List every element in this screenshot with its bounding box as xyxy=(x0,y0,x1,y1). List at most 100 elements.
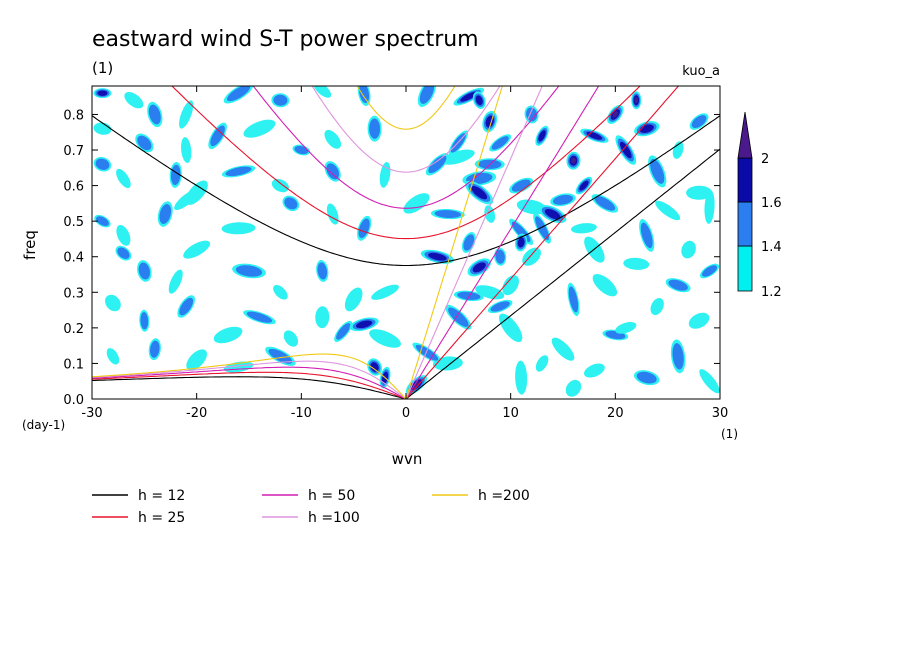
power-contour-level xyxy=(313,86,332,98)
power-blob xyxy=(615,135,637,165)
power-blob xyxy=(631,91,642,110)
y-tick-label: 0.2 xyxy=(63,322,84,337)
x-tick-label: 30 xyxy=(712,406,729,421)
power-contour-level xyxy=(535,216,550,241)
power-blob xyxy=(607,104,624,124)
power-blob xyxy=(186,349,208,371)
y-tick-label: 0.3 xyxy=(63,286,84,301)
power-contour-level xyxy=(124,92,144,109)
power-contour-level xyxy=(448,307,469,327)
power-blob xyxy=(699,263,720,279)
power-contour-level xyxy=(551,337,575,361)
power-blob xyxy=(168,269,183,294)
power-blob xyxy=(208,122,227,150)
colorbar-label: 1.4 xyxy=(761,240,782,255)
power-blob xyxy=(213,326,243,344)
power-blob xyxy=(105,294,121,312)
power-blob xyxy=(686,185,713,200)
power-blob xyxy=(484,205,496,223)
gravity-curve-h50 xyxy=(252,86,560,209)
power-blob xyxy=(591,194,619,213)
power-contour-level xyxy=(221,222,256,235)
kelvin-curve-h25 xyxy=(405,86,680,399)
title-unit: (1) xyxy=(92,59,113,77)
x-tick-label: -10 xyxy=(291,406,312,421)
power-contour-level xyxy=(271,178,289,193)
power-blob xyxy=(575,176,593,195)
x-tick-label: 10 xyxy=(502,406,519,421)
power-blob xyxy=(369,329,401,348)
power-blob xyxy=(509,177,534,194)
y-tick-label: 0.4 xyxy=(63,251,84,266)
power-contour-level xyxy=(284,197,298,210)
power-blob xyxy=(148,338,161,361)
x-tick-label: -20 xyxy=(186,406,207,421)
colorbar-swatch xyxy=(737,201,753,247)
power-contour-level xyxy=(623,257,650,270)
power-blob xyxy=(634,370,660,386)
power-contour-level xyxy=(116,168,131,189)
power-blob xyxy=(592,274,618,297)
power-contour-level xyxy=(511,179,531,192)
power-blob xyxy=(475,285,505,300)
power-contour-level xyxy=(650,158,665,184)
power-contour-level xyxy=(326,163,340,180)
power-contour-level xyxy=(471,186,488,200)
power-blob xyxy=(648,155,667,188)
colorbar-swatch xyxy=(737,157,753,203)
power-blob xyxy=(681,240,696,259)
power-contour-level xyxy=(227,86,251,102)
power-blob xyxy=(137,260,152,282)
gravity-curve-h100 xyxy=(311,86,501,173)
legend-label: h =200 xyxy=(478,488,530,504)
power-blob xyxy=(502,275,519,296)
power-contour-level xyxy=(495,249,505,264)
colorbar-label: 1.2 xyxy=(761,285,782,300)
power-blob xyxy=(489,134,512,152)
y-tick-label: 0.6 xyxy=(63,180,84,195)
y-tick-label: 0.1 xyxy=(63,357,84,372)
power-contour-level xyxy=(592,274,618,297)
colorbar: 1.2 1.4 1.6 2 xyxy=(737,111,782,300)
power-blob xyxy=(655,200,681,221)
power-blob xyxy=(639,219,655,252)
y-unit-label: (day-1) xyxy=(22,418,65,432)
power-contour-level xyxy=(174,189,199,211)
power-contour-level xyxy=(428,155,447,174)
kelvin-curve-h12 xyxy=(405,148,720,399)
power-contour-level xyxy=(686,185,713,200)
power-contour-level xyxy=(273,94,288,106)
power-blob xyxy=(522,247,541,266)
power-contour-level xyxy=(336,323,351,340)
power-blob xyxy=(221,222,256,235)
power-contour-level xyxy=(571,157,576,164)
power-contour-level xyxy=(213,326,243,344)
power-contour-level xyxy=(544,208,561,220)
power-contour-level xyxy=(475,95,483,106)
power-blob xyxy=(292,144,311,156)
y-tick-label: 0.5 xyxy=(63,215,84,230)
legend-label: h = 12 xyxy=(138,488,185,504)
power-contour-level xyxy=(419,86,435,104)
power-contour-level xyxy=(681,240,696,259)
chart-title: eastward wind S-T power spectrum xyxy=(92,27,479,52)
power-blob xyxy=(650,297,664,316)
legend-label: h = 25 xyxy=(138,510,185,526)
power-contour-level xyxy=(568,286,579,313)
power-contour-level xyxy=(273,285,288,300)
x-unit-label: (1) xyxy=(721,427,738,441)
x-tick-label: 20 xyxy=(607,406,624,421)
power-contour-level xyxy=(441,149,475,165)
power-contour-level xyxy=(640,222,653,249)
power-blob xyxy=(357,215,372,241)
power-contour-level xyxy=(140,312,149,330)
power-blob xyxy=(565,379,582,397)
power-contour-level xyxy=(403,193,430,214)
dispersion-curves xyxy=(92,86,720,399)
power-contour-level xyxy=(463,234,475,251)
power-blob xyxy=(221,165,256,178)
power-blob xyxy=(357,86,371,106)
power-contour-level xyxy=(490,301,510,312)
power-blob xyxy=(367,115,382,142)
gravity-curve-h25 xyxy=(171,86,641,240)
